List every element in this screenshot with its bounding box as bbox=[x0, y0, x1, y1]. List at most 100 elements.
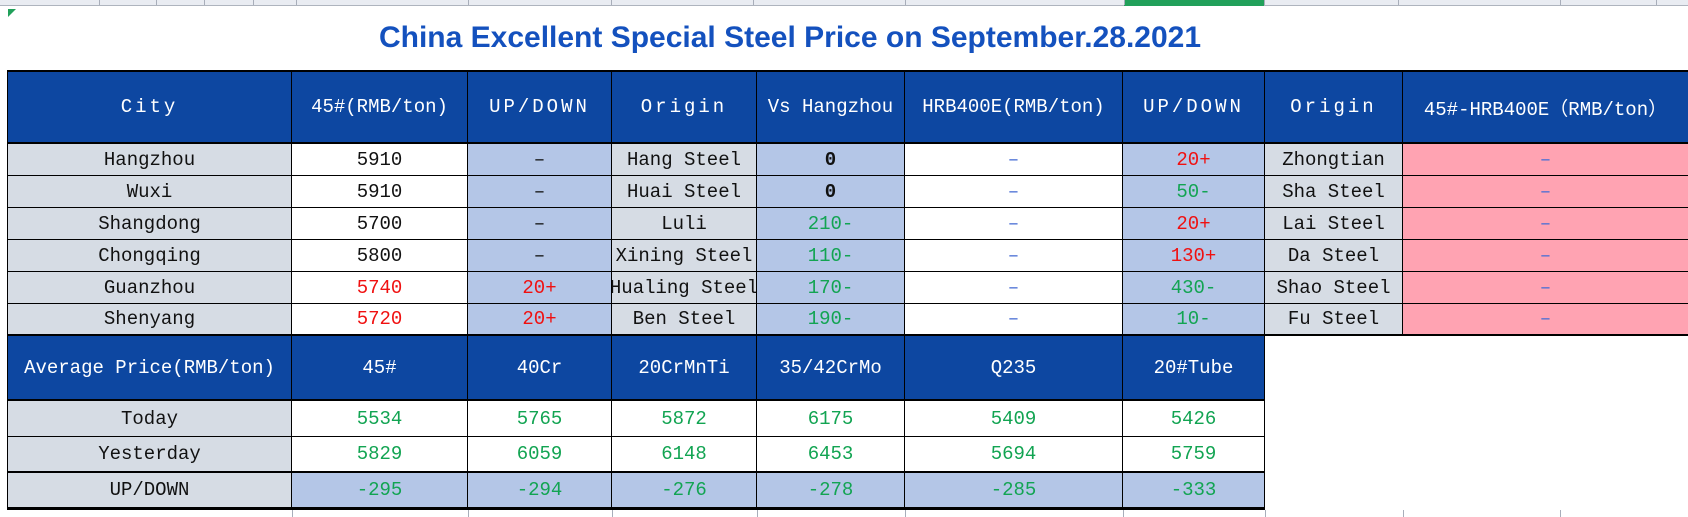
vs-hangzhou-cell[interactable]: 190- bbox=[757, 304, 905, 336]
avg-value-cell[interactable]: -278 bbox=[757, 473, 905, 510]
avg-price-label-header[interactable]: Average Price(RMB/ton) bbox=[8, 336, 292, 401]
gridline bbox=[296, 0, 297, 5]
origin-hrb400e-cell[interactable]: Shao Steel bbox=[1265, 272, 1403, 304]
updown-45-cell[interactable]: – bbox=[468, 176, 612, 208]
origin-hrb400e-cell[interactable]: Fu Steel bbox=[1265, 304, 1403, 336]
avg-grade-header[interactable]: Q235 bbox=[905, 336, 1123, 401]
avg-value-cell[interactable]: 5409 bbox=[905, 401, 1123, 437]
avg-value-cell[interactable]: 6148 bbox=[612, 437, 757, 473]
avg-value-cell[interactable]: 6059 bbox=[468, 437, 612, 473]
price-hrb400e-cell[interactable]: – bbox=[905, 240, 1123, 272]
price-45-cell[interactable]: 5740 bbox=[292, 272, 468, 304]
origin-45-cell[interactable]: Luli bbox=[612, 208, 757, 240]
price-45-cell[interactable]: 5910 bbox=[292, 176, 468, 208]
avg-value-cell[interactable]: 5872 bbox=[612, 401, 757, 437]
avg-value-cell[interactable]: -276 bbox=[612, 473, 757, 510]
origin-45-cell[interactable]: Ben Steel bbox=[612, 304, 757, 336]
avg-value-cell[interactable]: 5759 bbox=[1123, 437, 1265, 473]
updown-45-cell[interactable]: – bbox=[468, 208, 612, 240]
gridline bbox=[1560, 510, 1561, 517]
avg-value-cell[interactable]: 5534 bbox=[292, 401, 468, 437]
price-hrb400e-cell[interactable]: – bbox=[905, 304, 1123, 336]
diff-45-hrb400e-cell[interactable]: – bbox=[1403, 144, 1688, 176]
updown-hrb400e-cell[interactable]: 130+ bbox=[1123, 240, 1265, 272]
origin-hrb400e-cell[interactable]: Da Steel bbox=[1265, 240, 1403, 272]
vs-hangzhou-cell[interactable]: 0 bbox=[757, 144, 905, 176]
gridline bbox=[1403, 510, 1404, 517]
avg-grade-header[interactable]: 45# bbox=[292, 336, 468, 401]
city-cell[interactable]: Shangdong bbox=[8, 208, 292, 240]
header-diff-45-hrb400e[interactable]: 45#-HRB400E（RMB/ton） bbox=[1403, 72, 1688, 144]
price-hrb400e-cell[interactable]: – bbox=[905, 176, 1123, 208]
city-cell[interactable]: Shenyang bbox=[8, 304, 292, 336]
origin-45-cell[interactable]: Xining Steel bbox=[612, 240, 757, 272]
updown-45-cell[interactable]: 20+ bbox=[468, 272, 612, 304]
diff-45-hrb400e-cell[interactable]: – bbox=[1403, 176, 1688, 208]
updown-45-cell[interactable]: 20+ bbox=[468, 304, 612, 336]
price-45-cell[interactable]: 5800 bbox=[292, 240, 468, 272]
diff-45-hrb400e-cell[interactable]: – bbox=[1403, 208, 1688, 240]
header-hrb400e-price[interactable]: HRB400E(RMB/ton) bbox=[905, 72, 1123, 144]
origin-45-cell[interactable]: Huai Steel bbox=[612, 176, 757, 208]
avg-value-cell[interactable]: -295 bbox=[292, 473, 468, 510]
origin-hrb400e-cell[interactable]: Sha Steel bbox=[1265, 176, 1403, 208]
avg-value-cell[interactable]: 6453 bbox=[757, 437, 905, 473]
header-updown-45[interactable]: UP/DOWN bbox=[468, 72, 612, 144]
origin-hrb400e-cell[interactable]: Lai Steel bbox=[1265, 208, 1403, 240]
updown-hrb400e-cell[interactable]: 10- bbox=[1123, 304, 1265, 336]
avg-value-cell[interactable]: 5829 bbox=[292, 437, 468, 473]
price-hrb400e-cell[interactable]: – bbox=[905, 144, 1123, 176]
avg-value-cell[interactable]: -294 bbox=[468, 473, 612, 510]
avg-value-cell[interactable]: 6175 bbox=[757, 401, 905, 437]
avg-row-label[interactable]: Today bbox=[8, 401, 292, 437]
vs-hangzhou-cell[interactable]: 0 bbox=[757, 176, 905, 208]
avg-row-label[interactable]: UP/DOWN bbox=[8, 473, 292, 510]
price-45-cell[interactable]: 5910 bbox=[292, 144, 468, 176]
diff-45-hrb400e-cell[interactable]: – bbox=[1403, 240, 1688, 272]
header-origin-45[interactable]: Origin bbox=[612, 72, 757, 144]
gridline bbox=[468, 0, 469, 5]
updown-45-cell[interactable]: – bbox=[468, 144, 612, 176]
origin-45-cell[interactable]: Hualing Steel bbox=[612, 272, 757, 304]
updown-hrb400e-cell[interactable]: 20+ bbox=[1123, 144, 1265, 176]
updown-hrb400e-cell[interactable]: 20+ bbox=[1123, 208, 1265, 240]
header-city[interactable]: City bbox=[8, 72, 292, 144]
avg-value-cell[interactable]: 5765 bbox=[468, 401, 612, 437]
gridline bbox=[253, 0, 254, 5]
vs-hangzhou-cell[interactable]: 110- bbox=[757, 240, 905, 272]
avg-grade-header[interactable]: 35/42CrMo bbox=[757, 336, 905, 401]
avg-value-cell[interactable]: 5694 bbox=[905, 437, 1123, 473]
city-cell[interactable]: Guanzhou bbox=[8, 272, 292, 304]
updown-hrb400e-cell[interactable]: 430- bbox=[1123, 272, 1265, 304]
avg-row-label[interactable]: Yesterday bbox=[8, 437, 292, 473]
price-45-cell[interactable]: 5700 bbox=[292, 208, 468, 240]
price-45-cell[interactable]: 5720 bbox=[292, 304, 468, 336]
header-45-price[interactable]: 45#(RMB/ton) bbox=[292, 72, 468, 144]
gridline bbox=[1264, 0, 1265, 5]
origin-45-cell[interactable]: Hang Steel bbox=[612, 144, 757, 176]
avg-value-cell[interactable]: -285 bbox=[905, 473, 1123, 510]
gridline bbox=[292, 510, 293, 517]
avg-grade-header[interactable]: 40Cr bbox=[468, 336, 612, 401]
updown-hrb400e-cell[interactable]: 50- bbox=[1123, 176, 1265, 208]
diff-45-hrb400e-cell[interactable]: – bbox=[1403, 272, 1688, 304]
city-cell[interactable]: Wuxi bbox=[8, 176, 292, 208]
header-updown-hrb400e[interactable]: UP/DOWN bbox=[1123, 72, 1265, 144]
green-selection-indicator bbox=[1124, 0, 1264, 6]
avg-grade-header[interactable]: 20CrMnTi bbox=[612, 336, 757, 401]
vs-hangzhou-cell[interactable]: 170- bbox=[757, 272, 905, 304]
avg-grade-header[interactable]: 20#Tube bbox=[1123, 336, 1265, 401]
header-vs-hangzhou[interactable]: Vs Hangzhou bbox=[757, 72, 905, 144]
avg-value-cell[interactable]: 5426 bbox=[1123, 401, 1265, 437]
price-hrb400e-cell[interactable]: – bbox=[905, 208, 1123, 240]
price-hrb400e-cell[interactable]: – bbox=[905, 272, 1123, 304]
price-table: City 45#(RMB/ton) UP/DOWN Origin Vs Hang… bbox=[7, 70, 1688, 510]
header-origin-hrb400e[interactable]: Origin bbox=[1265, 72, 1403, 144]
updown-45-cell[interactable]: – bbox=[468, 240, 612, 272]
vs-hangzhou-cell[interactable]: 210- bbox=[757, 208, 905, 240]
origin-hrb400e-cell[interactable]: Zhongtian bbox=[1265, 144, 1403, 176]
diff-45-hrb400e-cell[interactable]: – bbox=[1403, 304, 1688, 336]
avg-value-cell[interactable]: -333 bbox=[1123, 473, 1265, 510]
city-cell[interactable]: Chongqing bbox=[8, 240, 292, 272]
city-cell[interactable]: Hangzhou bbox=[8, 144, 292, 176]
